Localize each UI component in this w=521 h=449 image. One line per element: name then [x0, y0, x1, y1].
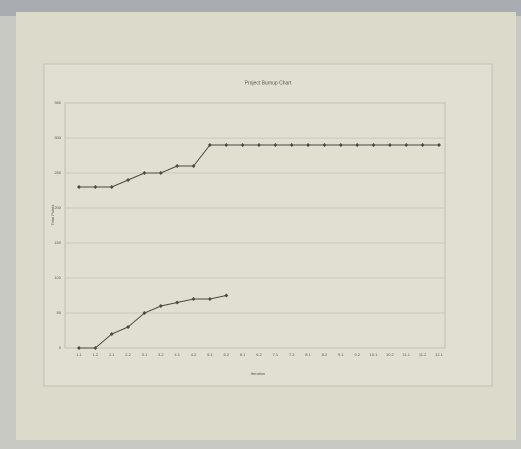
page: Project Burnup Chart Iteration Total Poi…	[0, 0, 521, 449]
x-tick-label: 10.2	[386, 352, 395, 357]
x-tick-label: 9.1	[338, 352, 344, 357]
x-tick-label: 4.2	[191, 352, 197, 357]
x-tick-label: 4.1	[174, 352, 180, 357]
x-tick-label: 2.2	[125, 352, 131, 357]
x-tick-label: 1.2	[93, 352, 99, 357]
x-tick-label: 12.1	[435, 352, 444, 357]
x-tick-label: 6.2	[256, 352, 262, 357]
x-tick-label: 8.1	[305, 352, 311, 357]
x-tick-label: 6.1	[240, 352, 246, 357]
y-tick-label: 350	[54, 100, 61, 105]
x-tick-label: 3.1	[142, 352, 148, 357]
y-tick-label: 300	[54, 135, 61, 140]
chart: Project Burnup Chart Iteration Total Poi…	[0, 0, 521, 449]
x-tick-label: 11.1	[403, 352, 411, 357]
x-tick-label: 1.1	[76, 352, 82, 357]
y-tick-label: 200	[54, 205, 61, 210]
x-tick-label: 11.2	[419, 352, 427, 357]
x-tick-label: 10.1	[370, 352, 379, 357]
x-axis-label: Iteration	[251, 371, 265, 376]
x-tick-label: 3.2	[158, 352, 164, 357]
y-tick-label: 150	[54, 240, 61, 245]
x-tick-label: 8.2	[322, 352, 328, 357]
x-tick-label: 7.1	[273, 352, 279, 357]
chart-title: Project Burnup Chart	[245, 80, 292, 86]
x-tick-label: 9.2	[354, 352, 360, 357]
x-tick-label: 2.1	[109, 352, 115, 357]
y-tick-label: 250	[54, 170, 61, 175]
x-tick-label: 7.2	[289, 352, 295, 357]
x-tick-label: 5.2	[223, 352, 229, 357]
chart-frame	[44, 64, 492, 386]
y-tick-label: 100	[54, 275, 61, 280]
y-tick-label: 50	[57, 310, 62, 315]
x-tick-label: 5.1	[207, 352, 213, 357]
